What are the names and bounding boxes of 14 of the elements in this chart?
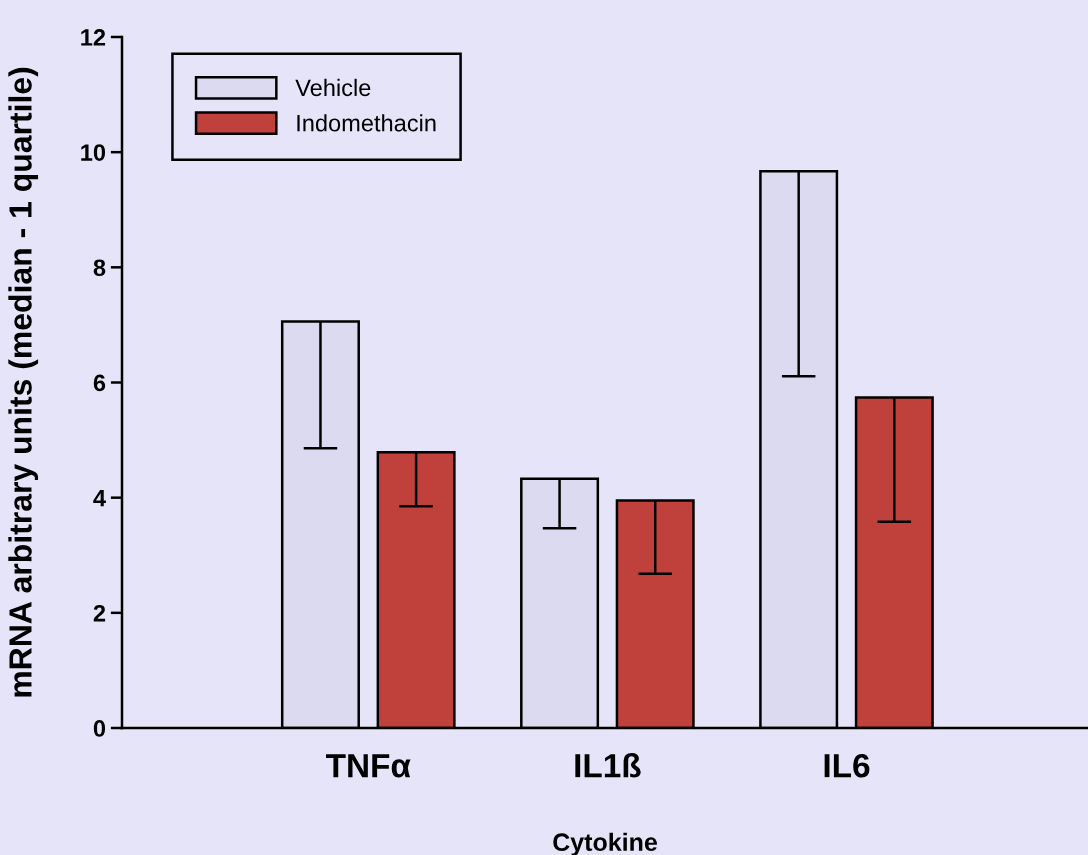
x-tick-label: IL6 <box>824 753 870 778</box>
legend-label: Vehicle <box>295 78 371 97</box>
y-tick-label: 4 <box>93 489 106 507</box>
y-tick-label: 8 <box>93 259 106 277</box>
x-axis-title: Cytokine <box>553 832 657 855</box>
y-tick-label: 10 <box>81 144 106 161</box>
y-tick-label: 2 <box>93 604 106 622</box>
x-tick-label: IL1ß <box>575 753 641 778</box>
x-tick-label: TNFα <box>326 754 411 778</box>
y-tick-label: 0 <box>93 720 106 737</box>
y-tick-label: 12 <box>81 29 106 46</box>
legend-label: Indomethacin <box>297 114 436 132</box>
y-tick-label: 6 <box>93 374 106 392</box>
y-axis-title: mRNA arbitrary units (median - 1 quartile) <box>8 67 39 697</box>
